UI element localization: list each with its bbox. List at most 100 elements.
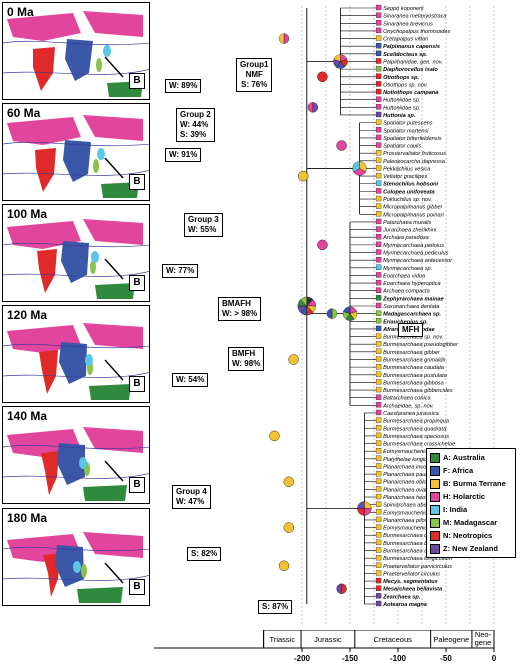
- tip-area-marker: [375, 257, 382, 263]
- tip-area-marker: [375, 333, 382, 339]
- tip-label: Saxonarchaea dentata: [383, 304, 439, 310]
- tip-area-marker: [375, 585, 382, 591]
- tip-area-marker: [375, 20, 382, 26]
- tip-area-marker: [375, 142, 382, 148]
- tip-label: Burmesarchaea gibbosa: [383, 380, 444, 386]
- tip-label: Archaea paradoxa: [382, 235, 429, 241]
- tip-label: Platythelae longicorpus: [383, 457, 441, 463]
- tip-label: Pekkachilus vesica: [383, 166, 430, 172]
- tip-label: Eomysmauchenius dubius: [383, 526, 448, 532]
- legend-item: B: Burma Terrane: [430, 477, 512, 490]
- tip-area-marker: [375, 180, 382, 186]
- tip-label: Scelidocteus sp.: [383, 52, 428, 58]
- tip-area-marker: [375, 432, 382, 439]
- map-age-label: 100 Ma: [7, 207, 48, 221]
- tip-area-marker: [375, 409, 382, 416]
- tip-label: Huttoniidae sp.: [383, 98, 420, 104]
- ancestral-area-pie: [278, 33, 290, 44]
- tip-label: Burmesarchaea propinqua: [383, 419, 449, 425]
- tip-area-marker: [375, 455, 382, 461]
- annot-group1: Group1 NMF S: 76%: [236, 58, 273, 92]
- map-age-label: 0 Ma: [7, 5, 34, 19]
- tick-label: -100: [390, 654, 407, 663]
- tip-area-marker: [375, 88, 382, 95]
- burma-terrane-marker: B: [129, 376, 145, 392]
- ancestral-area-pie: [326, 308, 338, 319]
- legend-swatch: [430, 452, 440, 463]
- legend-label: B: Burma Terrane: [443, 479, 506, 488]
- tip-label: Archaeidae, sp. nov.: [382, 403, 434, 409]
- paleomap-4: 140 Ma B: [2, 406, 150, 504]
- tip-area-marker: [375, 363, 382, 370]
- legend-label: N: Neotropics: [443, 531, 493, 540]
- tip-label: Diaphorocellus isalo: [383, 67, 438, 73]
- tip-area-marker: [375, 501, 382, 507]
- period-label: Triassic: [270, 635, 296, 644]
- tip-area-marker: [375, 539, 382, 546]
- tip-label: Huttonia sp.: [383, 113, 416, 119]
- tip-label: Planarchaea pilosa: [383, 518, 431, 524]
- geologic-timescale: Triassic Jurassic Cretaceous Paleogene Neo-g…: [154, 630, 497, 663]
- annot-w54: W: 54%: [172, 373, 209, 387]
- legend-swatch: [430, 543, 440, 554]
- ancestral-area-pie: [342, 306, 358, 321]
- tip-area-marker: [375, 547, 382, 553]
- ancestral-area-pie: [317, 239, 328, 251]
- tip-label: Burmesarchaea anisa: [383, 549, 437, 555]
- tip-label: Eomysmauchenius septentrionalis: [383, 449, 468, 455]
- tip-area-marker: [375, 35, 382, 41]
- tip-area-marker: [375, 12, 382, 18]
- burma-terrane-marker: B: [129, 174, 145, 190]
- tip-area-marker: [375, 150, 382, 156]
- ancestral-area-pie: [269, 430, 280, 442]
- tip-label: Baltarchaea conica: [383, 396, 431, 402]
- tip-area-marker: [375, 65, 382, 72]
- legend-item: Z: New Zealand: [430, 542, 512, 555]
- tick-label: -50: [440, 654, 452, 663]
- tip-area-marker: [375, 264, 382, 270]
- tip-label: Pokluchilus sp. nov.: [383, 197, 432, 203]
- tip-label: Burmesarchaea caudata: [383, 365, 444, 371]
- legend-item: H: Holarctic: [430, 490, 512, 503]
- tip-area-marker: [375, 195, 382, 202]
- tip-label: Notiothops campana: [383, 90, 438, 96]
- tip-label: Planarchaea oblonga: [383, 480, 436, 486]
- annot-bmafh: BMAFH W: > 98%: [218, 297, 262, 321]
- legend-item: A: Australia: [430, 451, 512, 464]
- annot-group3: Group 3 W: 55%: [184, 213, 223, 237]
- legend-swatch: [430, 478, 440, 489]
- tip-area-marker: [375, 81, 382, 87]
- tip-label: Burmesarchaea quadrata: [383, 426, 446, 432]
- tip-label: Prosvervaliator fruticosus: [383, 151, 446, 157]
- tip-label: Aotearoa magna: [382, 602, 427, 608]
- burma-terrane-marker: B: [129, 275, 145, 291]
- tip-label: Eomysmauchenius longissipes: [383, 510, 460, 516]
- period-label: Neo-: [475, 630, 492, 639]
- tip-area-marker: [375, 463, 382, 469]
- legend-label: M: Madagascar: [443, 518, 498, 527]
- ancestral-area-pie: [317, 71, 328, 82]
- annot-s82: S: 82%: [187, 547, 222, 561]
- tip-label: Eoarchaea hyperoptica: [383, 281, 441, 287]
- tip-label: Myrmecarchaea antecessor: [383, 258, 453, 264]
- tip-area-marker: [375, 386, 382, 393]
- tip-label: Vetiator gracilipes: [383, 174, 427, 180]
- legend-swatch: [430, 465, 440, 476]
- tip-area-marker: [375, 50, 382, 56]
- tip-area-marker: [375, 425, 382, 431]
- tip-area-marker: [375, 356, 382, 362]
- ancestral-area-pie: [336, 583, 347, 594]
- legend-item: I: India: [430, 503, 512, 516]
- tip-label: Eriauchenius sp.: [383, 319, 428, 325]
- ancestral-area-pie: [333, 54, 348, 69]
- tip-area-marker: [375, 417, 382, 423]
- tip-area-marker: [375, 218, 382, 225]
- ancestral-area-pie: [297, 296, 316, 316]
- tip-area-marker: [375, 27, 382, 34]
- paleomap-2: 100 Ma B: [2, 204, 150, 302]
- tip-label: Burmesarchaea pseudogibber: [383, 342, 459, 348]
- paleomap-5: 180 Ma B: [2, 508, 150, 606]
- tip-area-marker: [375, 325, 382, 332]
- tip-label: Planarchaea heosaurus: [383, 495, 442, 501]
- tip-label: Huttoniidae sp.: [383, 105, 420, 111]
